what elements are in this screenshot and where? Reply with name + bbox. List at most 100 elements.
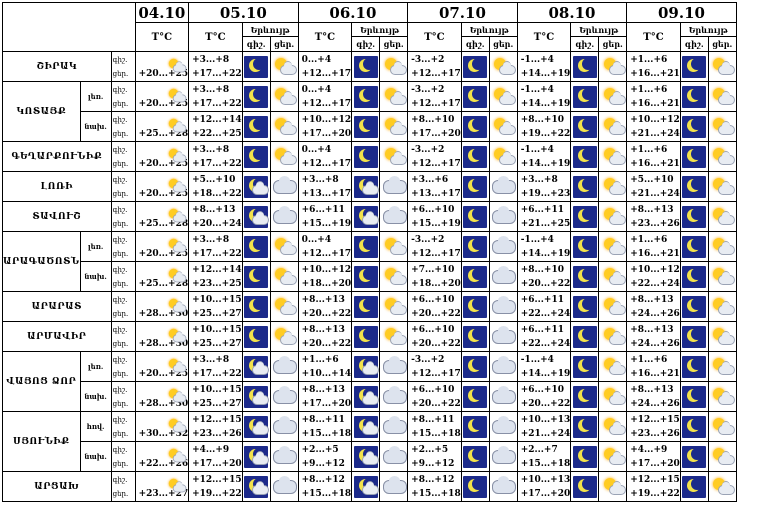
sun-cloud-icon	[167, 207, 187, 225]
day-label: ցեր.	[112, 459, 129, 468]
temperature-day: +20...+22	[411, 398, 461, 409]
night-weather-cell	[679, 321, 709, 352]
temperature-night: +3...+8	[192, 354, 230, 365]
night-day-labels: գիշ. ցեր.	[110, 201, 136, 232]
temperature-night: +1...+6	[630, 144, 668, 155]
temperature-cell: -3...+2 +12...+17	[407, 51, 462, 82]
night-weather-cell	[679, 171, 709, 202]
night-weather-cell	[241, 141, 271, 172]
sun-cloud-icon	[167, 357, 187, 375]
night-weather-cell	[241, 441, 271, 472]
night-weather-cell	[351, 381, 381, 412]
moon-icon	[572, 235, 597, 258]
temperature-night: +8...+10	[411, 114, 455, 125]
region-row: ԱՐԱԳԱԾՈՏՆ լեռ. գիշ. ցեր. +20...+25 +3...+8 +17…	[2, 231, 737, 292]
moon-icon	[463, 85, 488, 108]
moon-icon	[353, 295, 378, 318]
phenomenon-label: Երևույթ	[679, 22, 737, 37]
temperature-day: +19...+22	[630, 488, 680, 499]
night-weather-cell	[679, 351, 709, 382]
temperature-day: +14...+19	[520, 68, 571, 79]
sun-cloud-icon	[601, 326, 626, 348]
night-weather-cell	[679, 471, 709, 502]
temperature-day: +9...+12	[411, 458, 455, 469]
night-weather-cell	[570, 231, 600, 262]
subheader-row: գիշ. ցեր. գիշ. ցեր. գիշ. ցեր. գիշ. ցեր. գիշ. ցեր.	[3, 36, 737, 52]
sun-cloud-icon	[491, 56, 517, 78]
temperature-cell: +12...+14 +23...+25	[188, 261, 243, 292]
temperature-day: +20...+22	[411, 308, 461, 319]
moon-icon	[244, 295, 269, 318]
subregion-label: նախ.	[79, 261, 112, 292]
day-weather-cell	[379, 381, 409, 412]
temperature-cell: +20...+25	[134, 51, 190, 82]
night-day-labels: գիշ. ցեր.	[110, 51, 136, 82]
temperature-day: +17...+20	[630, 458, 680, 469]
subheader-row: T°C T°C Երևույթ T°C Երևույթ T°C Երևույթ T°C Երևո…	[3, 22, 737, 52]
temperature-night: +2...+5	[411, 444, 449, 455]
night-label: գիշ.	[112, 175, 128, 184]
temperature-day: +12...+17	[301, 68, 352, 79]
night-weather-cell	[351, 111, 381, 142]
temperature-night: +6...+10	[520, 384, 564, 395]
temperature-night: +1...+6	[630, 234, 668, 245]
moon-icon	[244, 85, 269, 108]
sun-cloud-icon	[601, 86, 626, 108]
moon-cloud-icon	[244, 385, 270, 408]
day-label: ցեր.	[112, 399, 129, 408]
temperature-day: +24...+26	[630, 308, 680, 319]
night-weather-cell	[570, 141, 600, 172]
cloudy-icon	[272, 475, 298, 498]
cloudy-icon	[382, 445, 407, 468]
night-weather-cell	[679, 441, 709, 472]
temperature-day: +16...+21	[630, 98, 680, 109]
temperature-night: 0...+4	[301, 54, 332, 65]
day-label: ցեր.	[112, 129, 129, 138]
temperature-night: +12...+14	[192, 264, 242, 275]
night-day-labels: գիշ. ցեր.	[110, 171, 136, 202]
day-label: ցեր.	[112, 189, 129, 198]
temperature-day: +17...+20	[301, 128, 352, 139]
moon-icon	[682, 295, 707, 318]
temperature-cell: +10...+15 +25...+27	[188, 381, 243, 412]
temperature-day: +23...+25	[192, 278, 242, 289]
temperature-day: +20...+25	[138, 68, 189, 79]
temperature-day: +25...+28	[138, 278, 189, 289]
night-weather-cell	[351, 171, 381, 202]
moon-icon	[353, 145, 378, 168]
day-weather-cell	[598, 141, 628, 172]
cloudy-icon	[491, 205, 517, 228]
day-weather-cell	[707, 171, 737, 202]
moon-icon	[463, 235, 488, 258]
night-weather-cell	[570, 411, 600, 442]
region-row: ԱՐԱՐԱՏ գիշ. ցեր. +28...+30 +10...+15 +25...+2…	[2, 291, 737, 322]
night-day-labels: գիշ. ցեր.	[110, 291, 136, 322]
temperature-day: +13...+17	[411, 188, 461, 199]
moon-icon	[244, 325, 269, 348]
sun-cloud-icon	[167, 417, 187, 435]
moon-icon	[572, 355, 597, 378]
moon-icon	[572, 445, 597, 468]
phenomenon-label: Երևույթ	[241, 22, 299, 37]
moon-icon	[682, 325, 707, 348]
night-weather-cell	[241, 411, 271, 442]
day-weather-cell	[598, 381, 628, 412]
moon-icon	[682, 85, 707, 108]
region-row: ՇԻՐԱԿ գիշ. ցեր. +20...+25 +3...+8 +17...+22 0.…	[2, 51, 737, 82]
temperature-day: +19...+23	[520, 188, 571, 199]
temperature-cell: +6...+10 +20...+22	[407, 381, 462, 412]
temperature-night: +8...+10	[520, 114, 564, 125]
night-weather-cell	[570, 171, 600, 202]
temperature-cell: +1...+6 +16...+21	[626, 351, 681, 382]
day-label: ցեր.	[112, 99, 129, 108]
moon-icon	[682, 415, 707, 438]
temperature-cell: +6...+11 +21...+25	[516, 201, 572, 232]
temperature-night: -1...+4	[520, 84, 554, 95]
temperature-cell: -1...+4 +14...+19	[516, 231, 572, 262]
date-header: 04.10	[134, 2, 190, 23]
day-weather-cell	[598, 51, 628, 82]
night-weather-cell	[679, 381, 709, 412]
day-weather-cell	[269, 351, 299, 382]
sun-cloud-icon	[710, 206, 736, 228]
sun-cloud-icon	[710, 56, 736, 78]
